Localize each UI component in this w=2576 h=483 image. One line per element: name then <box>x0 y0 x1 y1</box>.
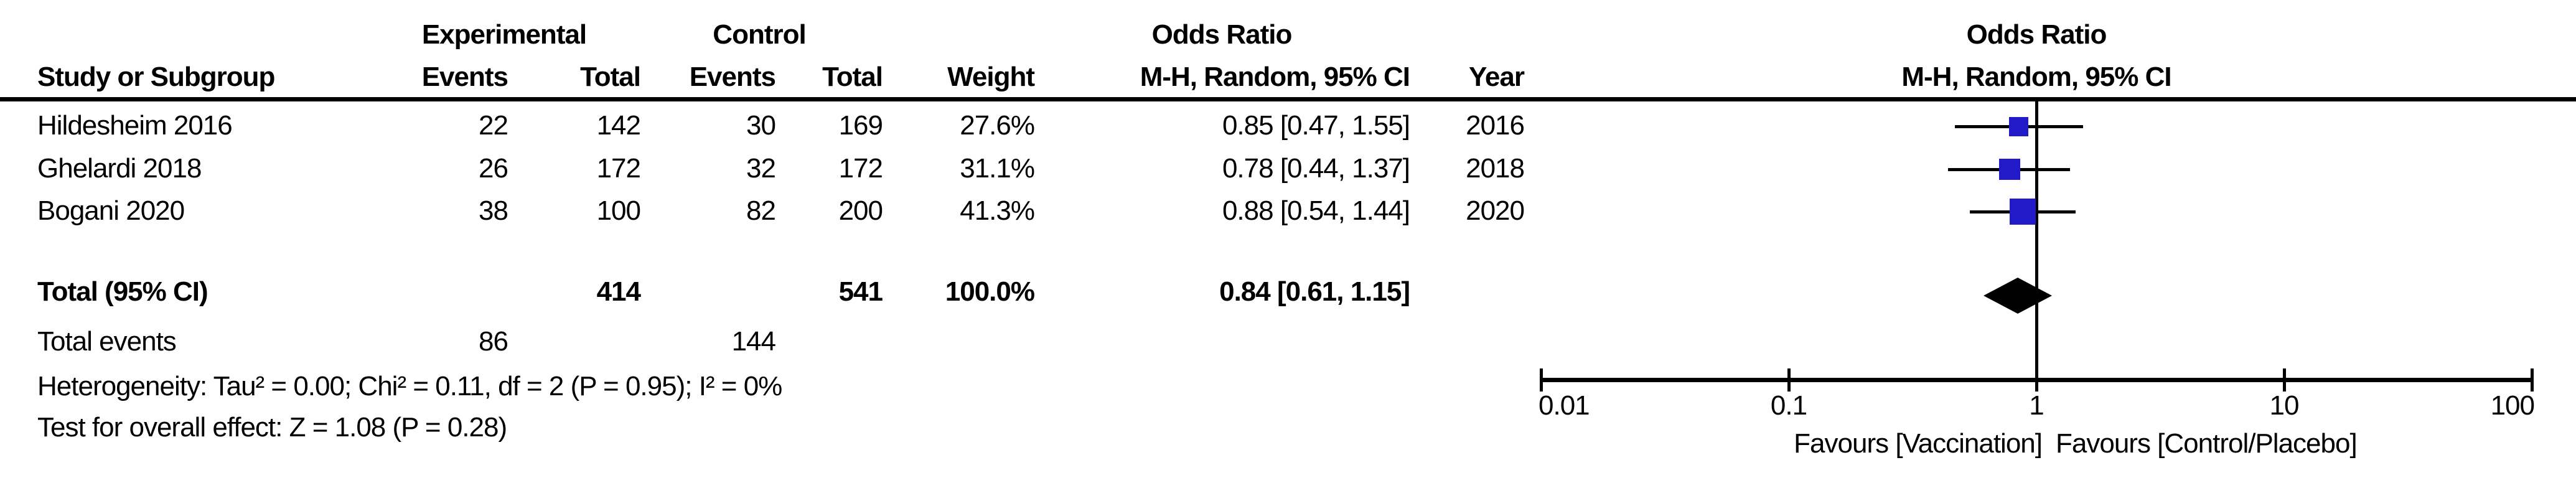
axis-tick-label: 100 <box>2490 390 2535 421</box>
axis-tick <box>1787 368 1791 392</box>
total-label: Total (95% CI) <box>37 276 208 307</box>
header-col-experimental-events: Events <box>421 62 508 92</box>
heterogeneity-note: Heterogeneity: Tau² = 0.00; Chi² = 0.11,… <box>37 371 782 401</box>
total-events-label: Total events <box>37 326 177 357</box>
experimental-total-cell: 142 <box>596 110 641 141</box>
plot-center-line <box>2035 101 2038 380</box>
header-group-control: Control <box>713 19 806 50</box>
header-col-or-ci: M-H, Random, 95% CI <box>1140 62 1410 92</box>
control-events-cell: 82 <box>746 195 776 226</box>
total-experimental-total: 414 <box>596 276 641 307</box>
or-ci-cell: 0.85 [0.47, 1.55] <box>1222 110 1410 141</box>
experimental-total-cell: 172 <box>596 153 641 184</box>
axis-tick <box>2035 368 2038 392</box>
total-events-experimental: 86 <box>479 326 508 357</box>
weight-cell: 31.1% <box>960 153 1035 184</box>
control-total-cell: 172 <box>838 153 883 184</box>
total-weight: 100.0% <box>945 276 1035 307</box>
axis-tick <box>2531 368 2534 392</box>
axis-tick <box>2283 368 2286 392</box>
control-events-cell: 30 <box>746 110 776 141</box>
effect-square <box>1999 159 2020 180</box>
axis-tick-label: 10 <box>2269 390 2300 421</box>
or-ci-cell: 0.78 [0.44, 1.37] <box>1222 153 1410 184</box>
weight-cell: 27.6% <box>960 110 1035 141</box>
study-name-cell: Ghelardi 2018 <box>37 153 202 184</box>
favours-left-label: Favours [Vaccination] <box>1794 428 2043 459</box>
header-odds-ratio-right-line2: M-H, Random, 95% CI <box>1901 62 2171 92</box>
total-control-total: 541 <box>838 276 883 307</box>
total-events-control: 144 <box>731 326 776 357</box>
header-col-experimental-total: Total <box>580 62 641 92</box>
axis-tick-label: 1 <box>2029 390 2044 421</box>
control-total-cell: 169 <box>838 110 883 141</box>
header-odds-ratio-left-line1: Odds Ratio <box>1151 19 1293 50</box>
favours-right-label: Favours [Control/Placebo] <box>2056 428 2358 459</box>
axis-tick-label: 0.01 <box>1539 390 1590 421</box>
experimental-total-cell: 100 <box>596 195 641 226</box>
header-col-year: Year <box>1469 62 1525 92</box>
experimental-events-cell: 26 <box>479 153 508 184</box>
control-total-cell: 200 <box>838 195 883 226</box>
experimental-events-cell: 38 <box>479 195 508 226</box>
header-col-control-total: Total <box>822 62 883 92</box>
year-cell: 2020 <box>1466 195 1525 226</box>
effect-square <box>2009 116 2028 136</box>
effect-square <box>2010 199 2036 225</box>
control-events-cell: 32 <box>746 153 776 184</box>
experimental-events-cell: 22 <box>479 110 508 141</box>
header-odds-ratio-right-line1: Odds Ratio <box>1966 19 2107 50</box>
header-col-study: Study or Subgroup <box>37 62 275 92</box>
or-ci-cell: 0.88 [0.54, 1.44] <box>1222 195 1410 226</box>
axis-tick <box>1540 368 1543 392</box>
summary-diamond <box>1984 278 2052 314</box>
header-group-experimental: Experimental <box>421 19 587 50</box>
header-col-weight: Weight <box>947 62 1035 92</box>
axis-tick-label: 0.1 <box>1770 390 1807 421</box>
header-rule <box>0 97 2576 101</box>
header-col-control-events: Events <box>689 62 776 92</box>
study-name-cell: Bogani 2020 <box>37 195 185 226</box>
year-cell: 2018 <box>1466 153 1525 184</box>
study-name-cell: Hildesheim 2016 <box>37 110 233 141</box>
overall-effect-note: Test for overall effect: Z = 1.08 (P = 0… <box>37 412 507 443</box>
weight-cell: 41.3% <box>960 195 1035 226</box>
year-cell: 2016 <box>1466 110 1525 141</box>
total-or-ci: 0.84 [0.61, 1.15] <box>1219 276 1410 307</box>
